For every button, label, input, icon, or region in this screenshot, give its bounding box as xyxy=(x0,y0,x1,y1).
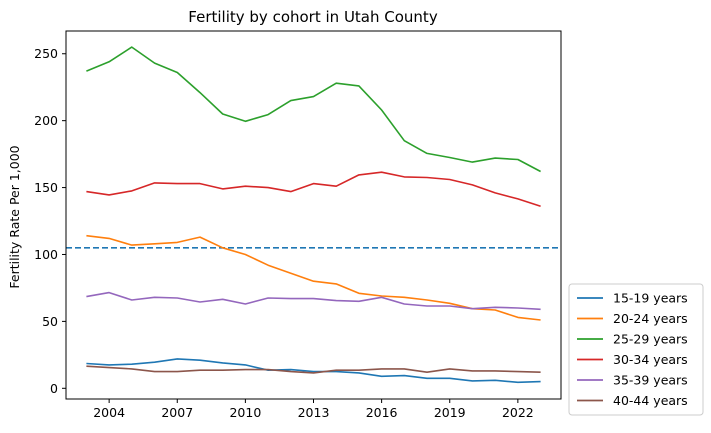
series-line-25-29-years xyxy=(86,46,541,173)
legend-label: 40-44 years xyxy=(613,393,688,408)
legend-box xyxy=(568,283,704,416)
y-tick-label: 250 xyxy=(34,46,58,61)
x-axis-ticks: 2004 2007 2010 2013 2016 2019 2022 xyxy=(93,399,534,420)
y-tick-label: 50 xyxy=(42,314,58,329)
series-layer xyxy=(86,46,541,384)
plot-frame xyxy=(65,30,562,400)
x-tick-label: 2019 xyxy=(434,405,466,420)
x-tick-label: 2022 xyxy=(502,405,534,420)
legend-label: 30-34 years xyxy=(613,352,688,367)
x-tick-label: 2004 xyxy=(93,405,125,420)
series-line-15-19-years xyxy=(86,358,541,384)
x-tick-label: 2007 xyxy=(161,405,193,420)
y-tick-label: 150 xyxy=(34,180,58,195)
chart-title: Fertility by cohort in Utah County xyxy=(188,8,438,26)
y-tick-label: 200 xyxy=(34,113,58,128)
series-line-30-34-years xyxy=(86,171,541,208)
legend-label: 35-39 years xyxy=(613,373,688,388)
y-axis-label: Fertility Rate Per 1,000 xyxy=(7,145,22,288)
y-tick-label: 100 xyxy=(34,247,58,262)
legend-label: 15-19 years xyxy=(613,291,688,306)
series-line-35-39-years xyxy=(86,291,541,311)
series-line-40-44-years xyxy=(86,365,541,374)
legend-label: 20-24 years xyxy=(613,311,688,326)
x-tick-label: 2013 xyxy=(298,405,330,420)
y-tick-label: 0 xyxy=(50,381,58,396)
x-tick-label: 2010 xyxy=(229,405,261,420)
legend-label: 25-29 years xyxy=(613,332,688,347)
y-axis-ticks: 0 50 100 150 200 250 xyxy=(34,46,66,396)
legend: 15-19 years 20-24 years 25-29 years 30-34 y… xyxy=(568,283,704,416)
series-line-20-24-years xyxy=(86,234,541,321)
x-tick-label: 2016 xyxy=(366,405,398,420)
